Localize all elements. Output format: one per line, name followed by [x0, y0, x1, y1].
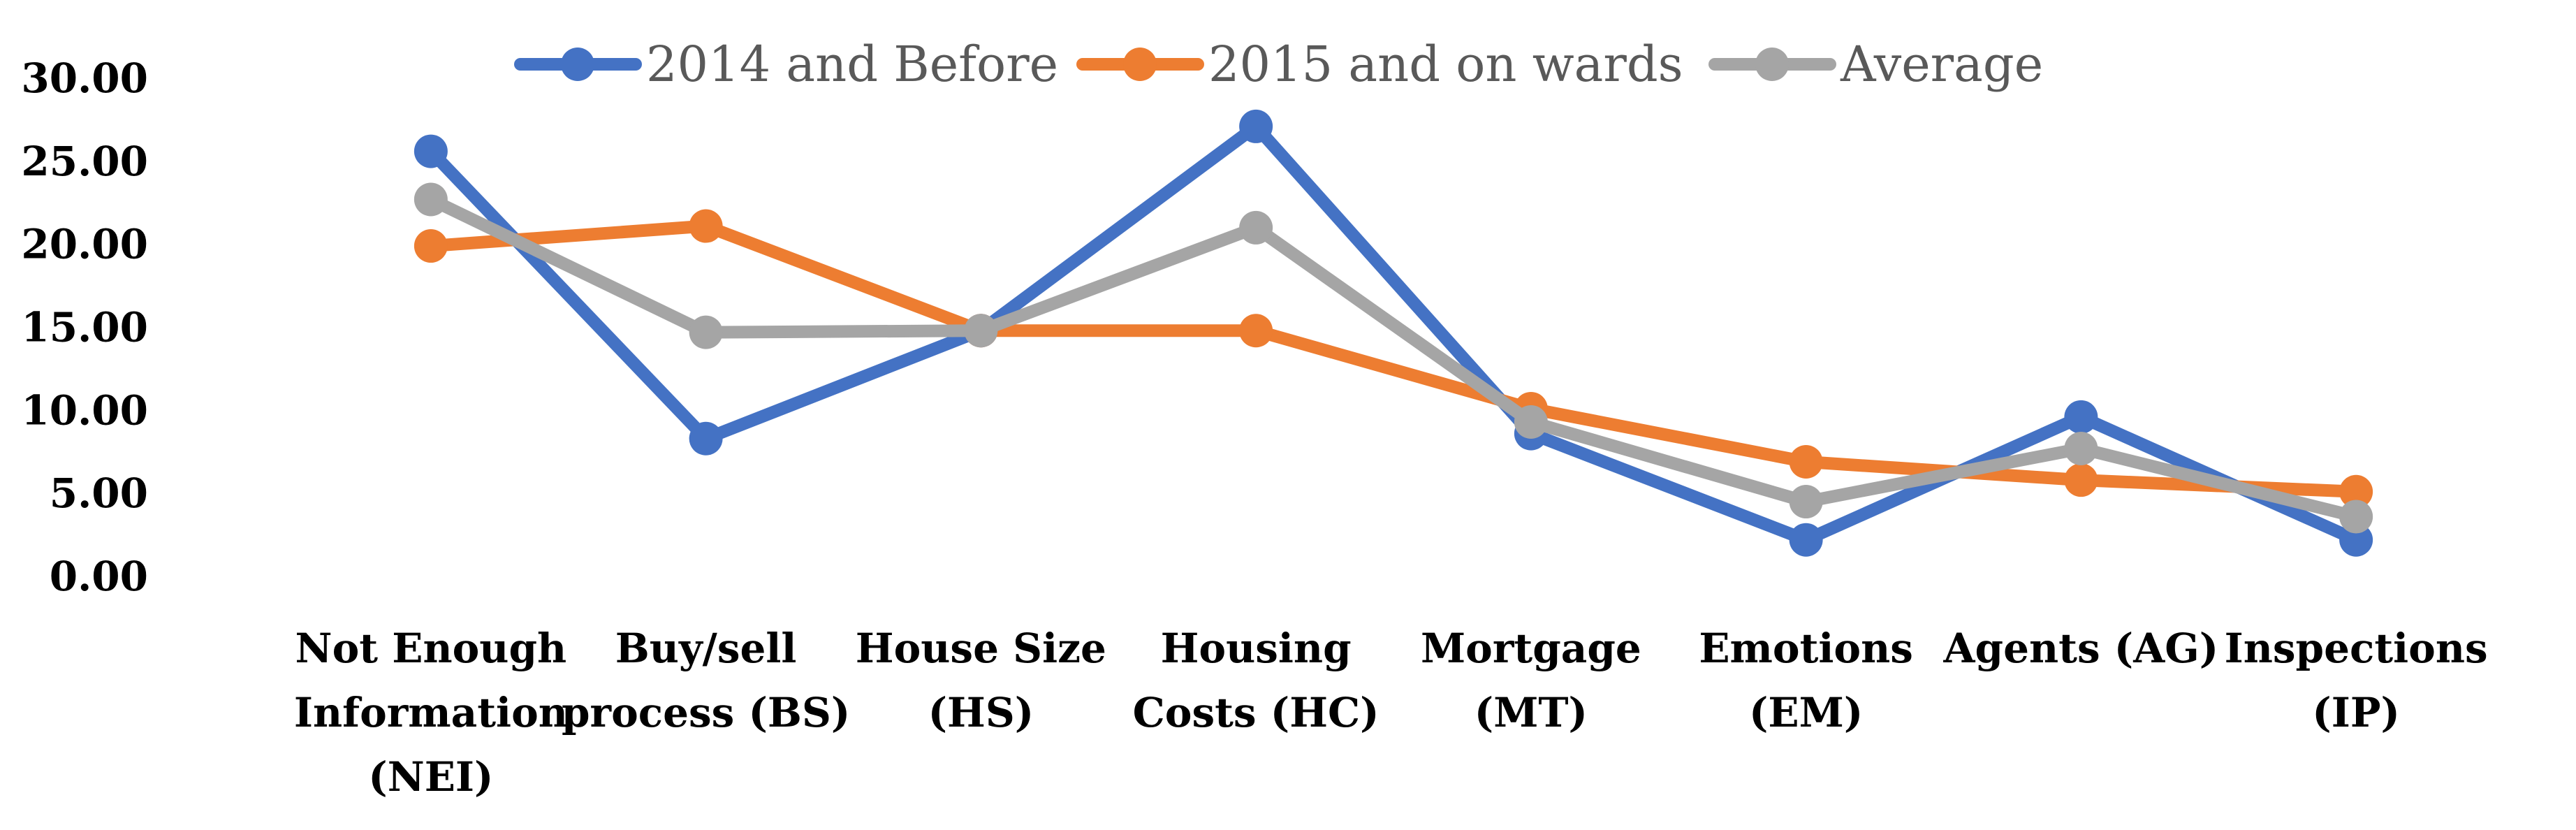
series-line: [424, 219, 2363, 498]
x-tick-label: (HS): [928, 689, 1034, 736]
x-tick-label: Agents (AG): [1943, 625, 2219, 672]
y-tick-label: 15.00: [21, 304, 148, 351]
y-tick-label: 20.00: [21, 221, 148, 268]
y-tick-label: 10.00: [21, 386, 148, 434]
legend-label: Average: [1840, 36, 2043, 93]
data-point: [1239, 314, 1273, 348]
legend-label: 2014 and Before: [646, 36, 1058, 93]
data-point: [414, 229, 448, 263]
legend-item: Average: [1708, 36, 2043, 93]
data-point: [964, 314, 998, 348]
y-tick-label: 0.00: [50, 553, 148, 600]
x-category-label: Inspections (IP): [2225, 625, 2488, 736]
x-category-label: Agents (AG): [1943, 625, 2219, 672]
x-tick-label: process (BS): [562, 689, 850, 736]
data-point: [2339, 474, 2373, 509]
x-category-label: Buy/sell process (BS): [562, 625, 850, 736]
y-axis: 0.00 5.00 10.00 15.00 20.00 25.00 30.00: [21, 54, 148, 600]
legend: 2014 and Before 2015 and on wards Average: [514, 36, 2043, 93]
x-tick-label: (EM): [1749, 689, 1863, 736]
data-point: [1789, 523, 1823, 557]
data-point: [1789, 485, 1823, 519]
y-tick-label: 30.00: [21, 54, 148, 102]
x-tick-label: Costs (HC): [1133, 689, 1380, 736]
series-3: [414, 182, 2373, 534]
data-point: [1239, 210, 1273, 245]
x-tick-label: Not Enough: [295, 625, 567, 672]
x-category-label: Emotions (EM): [1699, 625, 1913, 736]
data-point: [2064, 463, 2098, 497]
x-tick-label: (MT): [1474, 689, 1588, 736]
x-category-label: Housing Costs (HC): [1133, 625, 1380, 736]
x-axis: Not Enough Information (NEI) Buy/sell proces…: [294, 625, 2488, 801]
data-point: [1789, 445, 1823, 479]
x-tick-label: Buy/sell: [615, 625, 797, 672]
x-tick-label: Emotions: [1699, 625, 1913, 672]
x-tick-label: House Size: [856, 625, 1106, 672]
legend-item: 2015 and on wards: [1076, 36, 1683, 93]
series-2: [414, 209, 2373, 509]
data-point: [2064, 400, 2098, 434]
x-tick-label: Inspections: [2225, 625, 2488, 672]
x-tick-label: Housing: [1161, 625, 1352, 672]
series-line: [424, 193, 2363, 523]
x-category-label: House Size (HS): [856, 625, 1106, 736]
data-point: [689, 421, 723, 456]
x-category-label: Mortgage (MT): [1421, 625, 1641, 736]
data-point: [1239, 109, 1273, 143]
legend-point-marker: [1123, 48, 1157, 81]
data-point: [689, 209, 723, 243]
legend-item: 2014 and Before: [514, 36, 1058, 93]
legend-label: 2015 and on wards: [1208, 36, 1683, 93]
data-point: [414, 134, 448, 168]
x-category-label: Not Enough Information (NEI): [294, 625, 568, 801]
legend-point-marker: [1755, 48, 1789, 81]
y-tick-label: 25.00: [21, 138, 148, 185]
series-line: [424, 119, 2363, 546]
x-tick-label: Mortgage: [1421, 625, 1641, 672]
legend-point-marker: [561, 48, 594, 81]
x-tick-label: (NEI): [368, 753, 493, 801]
data-point: [2339, 523, 2373, 557]
data-point: [1514, 405, 1548, 439]
series-layer: [414, 109, 2373, 557]
x-tick-label: (IP): [2312, 689, 2400, 736]
data-point: [2339, 500, 2373, 534]
x-tick-label: Information: [294, 689, 568, 736]
data-point: [689, 315, 723, 349]
y-tick-label: 5.00: [50, 469, 148, 517]
data-point: [2064, 431, 2098, 465]
data-point: [414, 182, 448, 217]
